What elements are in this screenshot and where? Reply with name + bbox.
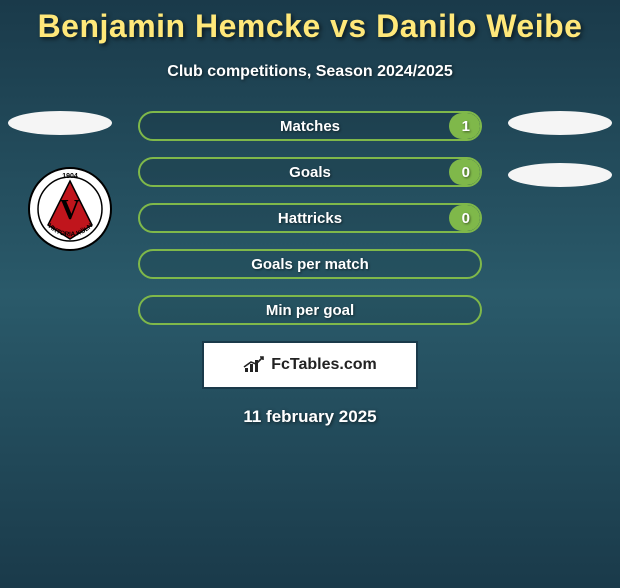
brand-label: FcTables.com	[271, 356, 377, 374]
subtitle: Club competitions, Season 2024/2025	[0, 63, 620, 81]
stat-row-hattricks: Hattricks 0	[138, 203, 482, 233]
comparison-area: V 1904 VIKTORIA KÖLN Matches 1 Goals 0 H…	[0, 111, 620, 427]
player-avatar-placeholder-right-1	[508, 111, 612, 135]
chart-icon	[243, 356, 265, 374]
stat-row-matches: Matches 1	[138, 111, 482, 141]
stat-label: Goals	[289, 164, 331, 181]
brand-box: FcTables.com	[202, 341, 418, 389]
player-avatar-placeholder-left	[8, 111, 112, 135]
stat-row-min-per-goal: Min per goal	[138, 295, 482, 325]
stat-label: Min per goal	[266, 302, 354, 319]
date-label: 11 february 2025	[0, 407, 620, 427]
stat-row-goals-per-match: Goals per match	[138, 249, 482, 279]
stat-label: Matches	[280, 118, 340, 135]
stat-value-right: 0	[462, 164, 470, 181]
svg-text:1904: 1904	[62, 173, 78, 180]
club-badge-icon: V 1904 VIKTORIA KÖLN	[28, 167, 112, 251]
stat-value-right: 0	[462, 210, 470, 227]
page-title: Benjamin Hemcke vs Danilo Weibe	[0, 8, 620, 45]
stats-list: Matches 1 Goals 0 Hattricks 0 Goals per …	[138, 111, 482, 325]
player-avatar-placeholder-right-2	[508, 163, 612, 187]
stat-row-goals: Goals 0	[138, 157, 482, 187]
svg-text:V: V	[60, 195, 80, 226]
stat-label: Hattricks	[278, 210, 342, 227]
stat-label: Goals per match	[251, 256, 369, 273]
stat-value-right: 1	[462, 118, 470, 135]
